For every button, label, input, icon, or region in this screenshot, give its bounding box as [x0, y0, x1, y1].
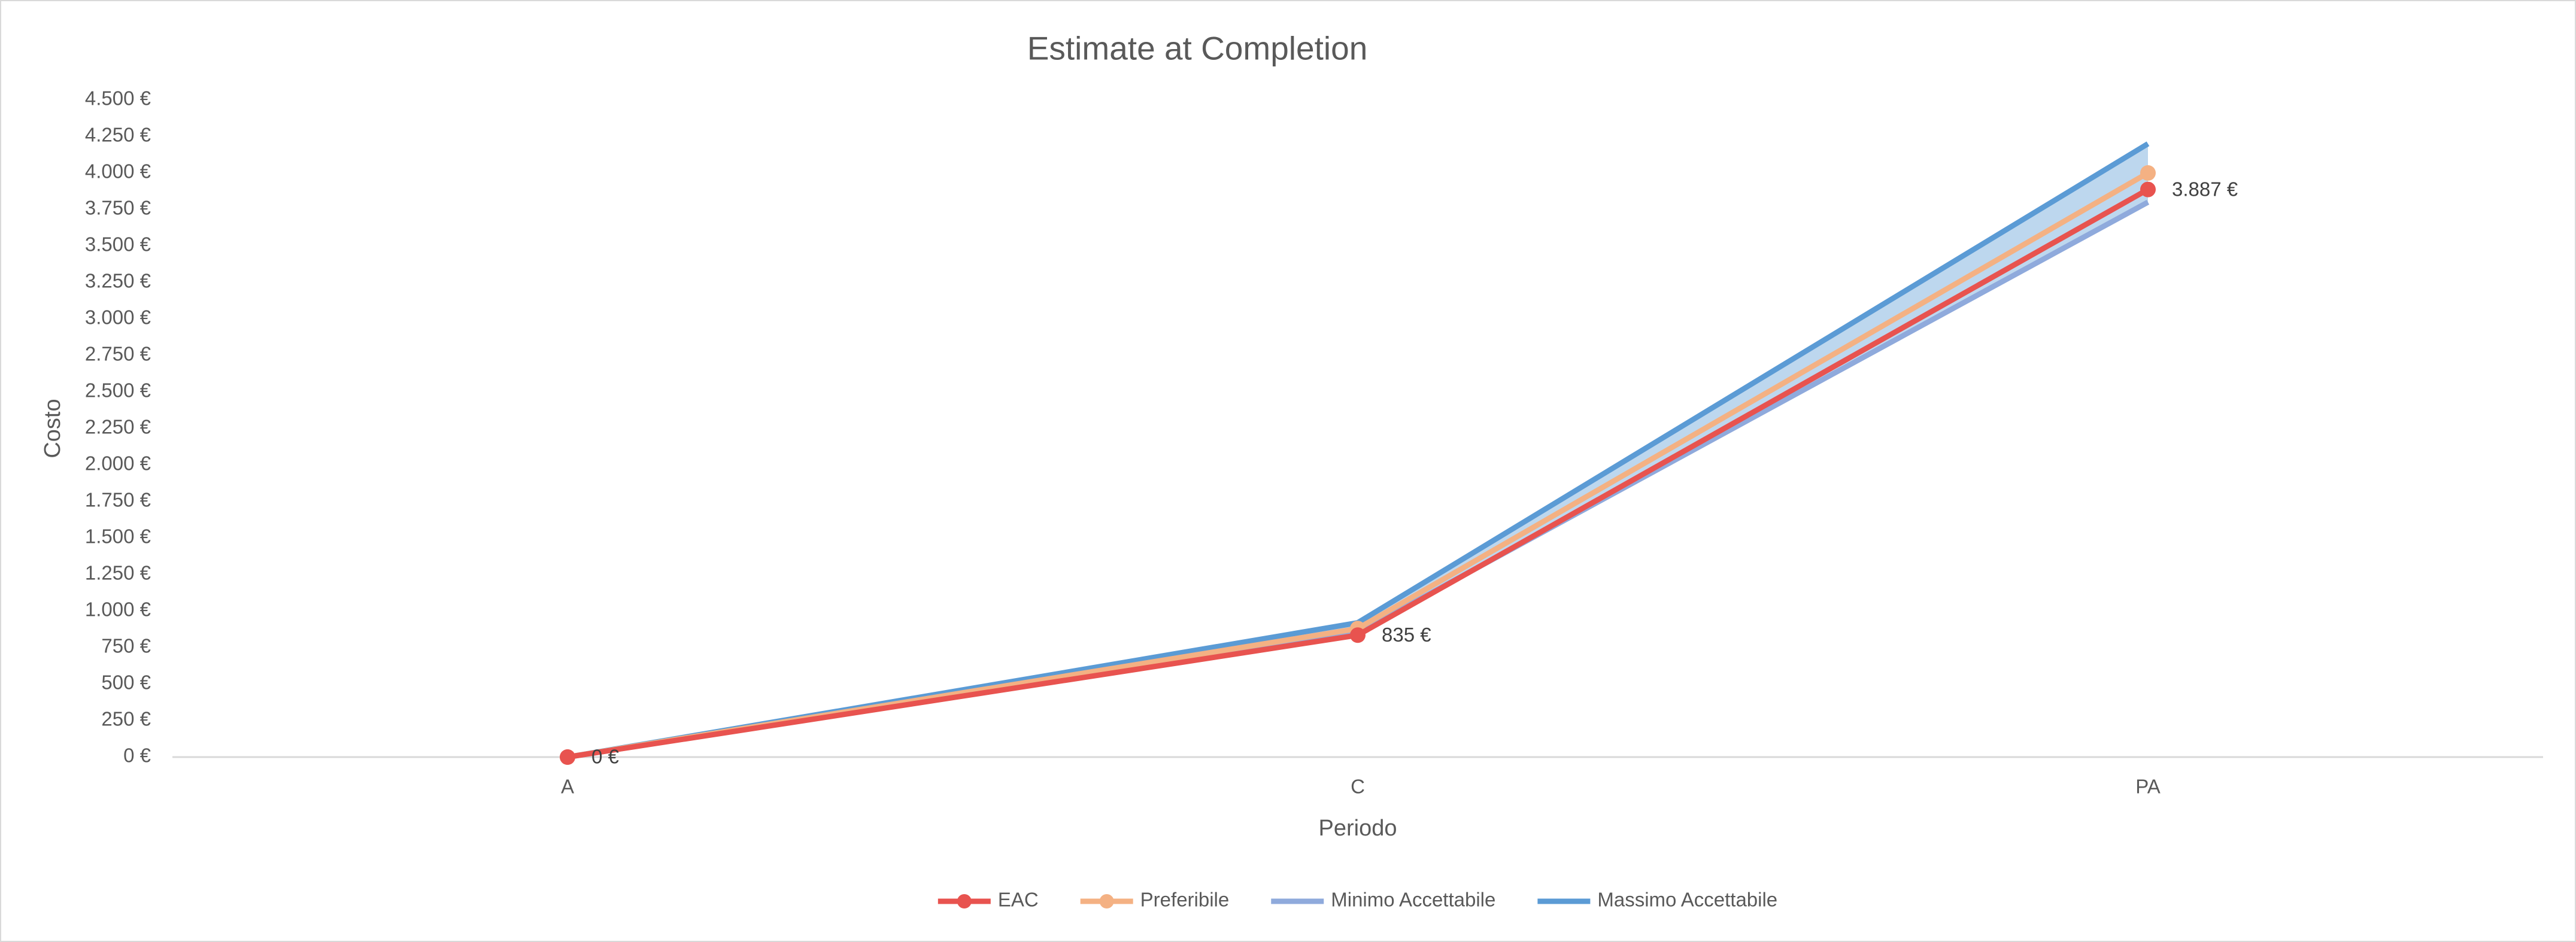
x-tick-label: C — [1351, 776, 1365, 798]
y-tick-label: 500 € — [101, 671, 151, 694]
x-axis-title: Periodo — [1319, 816, 1397, 841]
y-tick-label: 1.250 € — [85, 562, 151, 584]
legend-label: Preferibile — [1140, 889, 1230, 911]
y-tick-label: 3.750 € — [85, 197, 151, 219]
x-tick-label: A — [561, 776, 574, 798]
legend-label: Minimo Accettabile — [1331, 889, 1495, 911]
data-label: 835 € — [1382, 624, 1431, 646]
chart-title: Estimate at Completion — [1027, 30, 1368, 67]
legend-item: Minimo Accettabile — [1271, 889, 1495, 911]
y-tick-label: 4.000 € — [85, 160, 151, 183]
y-tick-label: 4.500 € — [85, 87, 151, 110]
x-tick-label: PA — [2135, 776, 2161, 798]
y-tick-label: 2.250 € — [85, 416, 151, 438]
point-marker — [2140, 181, 2156, 197]
y-axis-title: Costo — [40, 399, 65, 458]
y-tick-label: 3.000 € — [85, 306, 151, 329]
y-tick-label: 1.000 € — [85, 598, 151, 621]
point-marker — [2140, 165, 2156, 181]
legend-swatch — [1099, 894, 1114, 908]
legend-label: Massimo Accettabile — [1597, 889, 1777, 911]
point-marker — [560, 749, 575, 765]
legend-item: Preferibile — [1080, 889, 1230, 911]
y-tick-label: 2.000 € — [85, 452, 151, 475]
legend-label: EAC — [998, 889, 1039, 911]
y-tick-label: 4.250 € — [85, 124, 151, 146]
y-tick-label: 3.250 € — [85, 270, 151, 292]
point-marker — [1350, 627, 1366, 643]
y-tick-label: 2.500 € — [85, 379, 151, 402]
data-label: 0 € — [591, 746, 619, 768]
y-tick-label: 1.500 € — [85, 525, 151, 548]
legend-swatch — [957, 894, 972, 908]
y-tick-label: 250 € — [101, 708, 151, 730]
y-tick-label: 750 € — [101, 635, 151, 657]
y-tick-label: 0 € — [123, 745, 151, 767]
y-tick-label: 1.750 € — [85, 489, 151, 511]
legend-item: Massimo Accettabile — [1537, 889, 1777, 911]
legend-item: EAC — [937, 889, 1039, 911]
data-label: 3.887 € — [2172, 178, 2238, 200]
y-tick-label: 3.500 € — [85, 233, 151, 256]
y-tick-label: 2.750 € — [85, 343, 151, 365]
